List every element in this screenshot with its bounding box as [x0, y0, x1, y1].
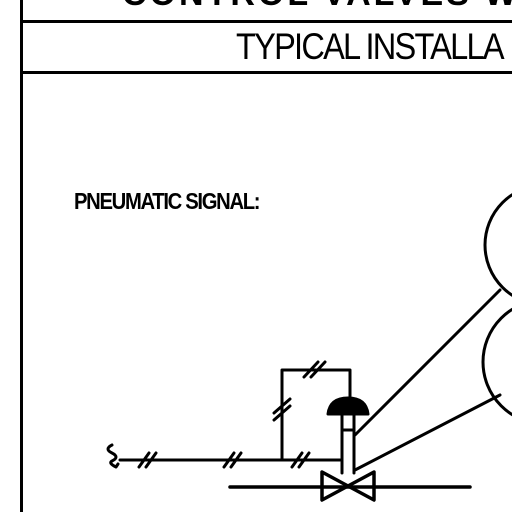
instrument-circle-bottom: [481, 307, 512, 417]
loop-hatch-marks: [272, 360, 327, 422]
signal-line-start: [106, 443, 120, 469]
leader-line-lower: [353, 393, 502, 472]
valve-body: [320, 470, 376, 502]
title-block: [22, 20, 512, 74]
signal-hatch-marks: [137, 451, 311, 469]
sheet-left-border: [20, 0, 23, 512]
diagram-title: TYPICAL INSTALLA: [236, 26, 505, 67]
instrument-circle-top: [483, 193, 512, 297]
actuator-dome: [326, 396, 370, 416]
pneumatic-signal-label: PNEUMATIC SIGNAL:: [74, 188, 261, 214]
clipped-header-text: CONTROL VALVES WITH: [122, 0, 512, 14]
leader-line-upper: [353, 288, 502, 437]
